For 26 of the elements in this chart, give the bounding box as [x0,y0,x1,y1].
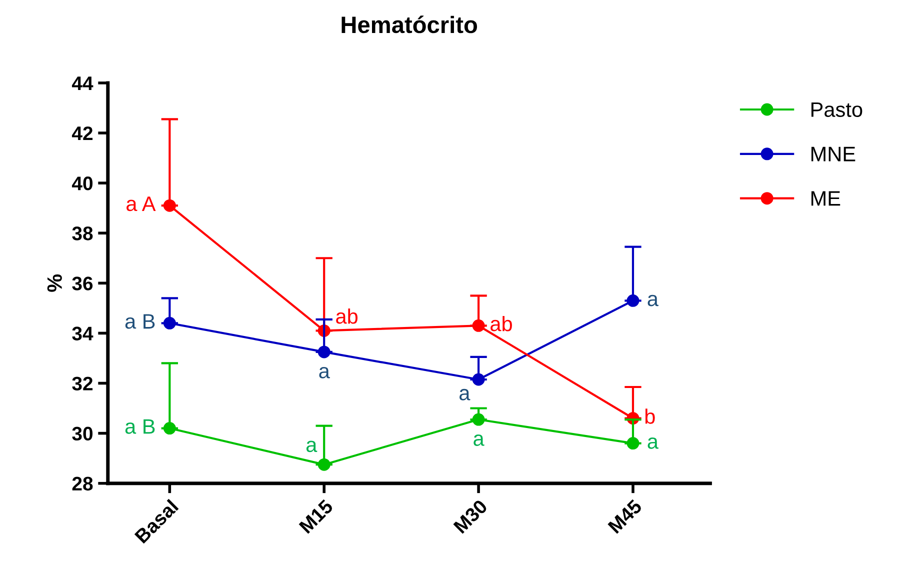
y-tick-label: 42 [72,126,93,140]
annotation: a A [126,196,156,212]
annotation: a [648,294,658,306]
y-tick-label: 40 [72,176,92,190]
y-tick-label: 34 [72,326,94,340]
annotation: b [645,408,655,424]
annotation: a [319,366,330,378]
legend-label: ME [811,191,840,206]
y-tick-label: 28 [72,476,93,491]
y-axis-title: % [47,274,62,292]
y-tick-label: 30 [72,426,92,441]
annotation: a [648,437,658,449]
y-tick-label: 44 [72,76,94,90]
legend-label: Pasto [811,102,862,117]
chart-title: Hematócrito [342,16,478,34]
annotation: a B [125,419,155,434]
legend-label: MNE [811,146,856,162]
annotation: ab [336,308,358,324]
annotation: a [460,388,470,400]
y-tick-label: 38 [72,226,93,240]
annotation: a [306,440,318,452]
y-tick-label: 36 [72,276,93,290]
annotation: a [474,434,484,446]
y-tick-label: 32 [72,376,93,391]
annotation: a B [125,314,155,329]
annotation: ab [490,316,512,332]
